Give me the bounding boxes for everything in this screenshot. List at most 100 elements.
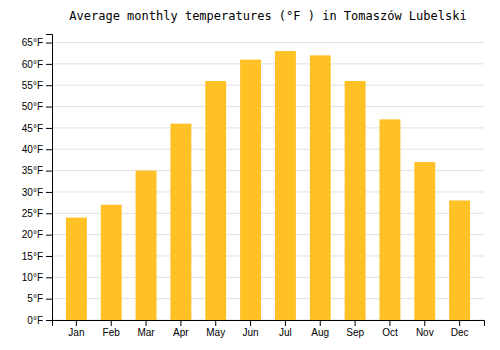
bar bbox=[136, 171, 157, 320]
plot: 0°F 5°F 10°F 15°F 20°F 25°F 30°F 35°F 40°F 45°F 50… bbox=[22, 35, 485, 339]
title: Average monthly temperatures (°F ) in To… bbox=[69, 9, 466, 23]
y-tick-label: 30°F bbox=[22, 187, 43, 198]
y-tick-label: 15°F bbox=[22, 251, 43, 262]
bar bbox=[449, 200, 470, 320]
x-tick-label: Mar bbox=[137, 327, 155, 338]
y-tick-label: 50°F bbox=[22, 101, 43, 112]
y-tick-label: 40°F bbox=[22, 144, 43, 155]
y-tick-mark bbox=[46, 107, 52, 108]
y-tick-mark bbox=[46, 235, 52, 236]
x-tick-mark bbox=[180, 320, 181, 326]
grid-line bbox=[52, 127, 484, 128]
y-tick-mark bbox=[46, 85, 52, 86]
bar bbox=[345, 81, 366, 320]
grid-line bbox=[52, 42, 484, 43]
y-tick: 25°F bbox=[22, 208, 52, 219]
y-tick-mark bbox=[46, 128, 52, 129]
x-tick-label: Feb bbox=[103, 327, 121, 338]
y-tick-label: 65°F bbox=[22, 37, 43, 48]
x-tick: Oct bbox=[382, 320, 398, 338]
x-tick: Jan bbox=[68, 320, 84, 338]
y-tick: 10°F bbox=[22, 272, 52, 283]
x-tick-label: Jun bbox=[243, 327, 259, 338]
x-tick-mark bbox=[459, 320, 460, 326]
bar bbox=[414, 162, 435, 320]
x-tick-mark bbox=[389, 320, 390, 326]
x-tick-label: Dec bbox=[451, 327, 469, 338]
bar bbox=[275, 51, 296, 320]
x-tick: Dec bbox=[451, 320, 469, 338]
y-tick: 50°F bbox=[22, 101, 52, 112]
grid-line bbox=[52, 85, 484, 86]
y-axis-line bbox=[46, 35, 53, 321]
y-tick: 60°F bbox=[22, 59, 52, 70]
x-tick-mark bbox=[285, 320, 286, 326]
x-tick-mark bbox=[355, 320, 356, 326]
x-tick-label: Jan bbox=[68, 327, 84, 338]
y-tick: 35°F bbox=[22, 165, 52, 176]
x-tick: Mar bbox=[137, 320, 155, 338]
y-tick-label: 60°F bbox=[22, 59, 43, 70]
x-axis-line bbox=[53, 321, 485, 327]
x-tick-mark bbox=[250, 320, 251, 326]
bars bbox=[66, 51, 470, 320]
x-tick: Sep bbox=[346, 320, 364, 338]
bar bbox=[310, 55, 331, 320]
y-tick-mark bbox=[46, 149, 52, 150]
x-tick-label: May bbox=[206, 327, 225, 338]
grid-line bbox=[52, 63, 484, 64]
grid bbox=[52, 43, 484, 320]
y-tick: 0°F bbox=[27, 315, 52, 326]
y-tick-label: 5°F bbox=[27, 293, 43, 304]
grid-line bbox=[52, 106, 484, 107]
y-tick: 30°F bbox=[22, 187, 52, 198]
y-tick-mark bbox=[46, 192, 52, 193]
x-tick-mark bbox=[76, 320, 77, 326]
bar bbox=[379, 119, 400, 320]
x-tick-label: Oct bbox=[382, 327, 398, 338]
grid-line bbox=[52, 149, 484, 150]
x-tick: Apr bbox=[173, 320, 189, 338]
y-tick-label: 55°F bbox=[22, 80, 43, 91]
x-tick: Feb bbox=[103, 320, 121, 338]
y-tick-label: 10°F bbox=[22, 272, 43, 283]
bar bbox=[101, 205, 122, 320]
y-tick: 55°F bbox=[22, 80, 52, 91]
x-tick-label: Aug bbox=[311, 327, 329, 338]
y-tick-mark bbox=[46, 277, 52, 278]
x-tick: Jun bbox=[243, 320, 259, 338]
y-tick-mark bbox=[46, 320, 52, 321]
x-tick-mark bbox=[424, 320, 425, 326]
bar bbox=[205, 81, 226, 320]
bar bbox=[66, 218, 87, 320]
y-tick-label: 45°F bbox=[22, 123, 43, 134]
x-tick-label: Apr bbox=[173, 327, 189, 338]
x-tick-mark bbox=[215, 320, 216, 326]
y-tick: 65°F bbox=[22, 37, 52, 48]
bar bbox=[240, 60, 261, 320]
x-tick-label: Jul bbox=[279, 327, 292, 338]
y-tick: 40°F bbox=[22, 144, 52, 155]
x-tick: Aug bbox=[311, 320, 329, 338]
x-tick-label: Nov bbox=[416, 327, 434, 338]
bar bbox=[170, 124, 191, 320]
x-tick: Nov bbox=[416, 320, 434, 338]
x-tick: Jul bbox=[279, 320, 292, 338]
x-tick-mark bbox=[320, 320, 321, 326]
y-tick-mark bbox=[46, 43, 52, 44]
chart: 0°F 5°F 10°F 15°F 20°F 25°F 30°F 35°F 40°F 45°F 50… bbox=[0, 0, 500, 350]
y-tick: 5°F bbox=[27, 293, 52, 304]
y-tick-mark bbox=[46, 171, 52, 172]
y-tick: 45°F bbox=[22, 123, 52, 134]
x-tick-mark bbox=[111, 320, 112, 326]
y-tick: 15°F bbox=[22, 251, 52, 262]
x-tick: May bbox=[206, 320, 225, 338]
y-axis: 0°F 5°F 10°F 15°F 20°F 25°F 30°F 35°F 40°F 45°F 50… bbox=[22, 35, 53, 326]
y-tick-mark bbox=[46, 299, 52, 300]
x-tick-label: Sep bbox=[346, 327, 364, 338]
x-tick-mark bbox=[146, 320, 147, 326]
y-tick: 20°F bbox=[22, 229, 52, 240]
y-tick-mark bbox=[46, 256, 52, 257]
y-tick-label: 35°F bbox=[22, 165, 43, 176]
y-tick-label: 20°F bbox=[22, 229, 43, 240]
